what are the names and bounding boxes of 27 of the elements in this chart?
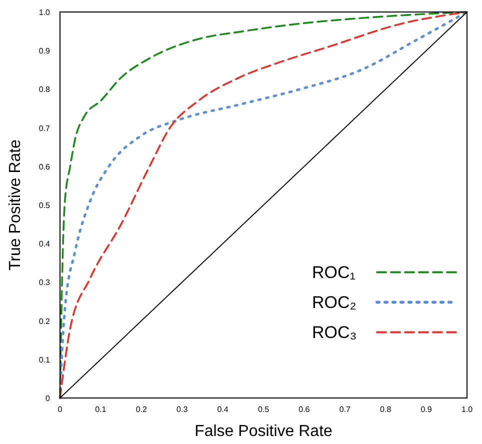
x-tick-label: 0.9 (420, 405, 432, 414)
y-tick-label: 0.3 (38, 278, 51, 288)
x-tick-label: 0.1 (95, 405, 107, 414)
y-tick-label: 0.6 (38, 162, 51, 172)
y-tick-label: 0.9 (38, 46, 51, 56)
y-tick-label: 0.1 (38, 355, 51, 364)
legend-label: ROC₂ (312, 293, 356, 312)
x-tick-label: 1.0 (461, 405, 474, 414)
y-tick-label: 0 (46, 394, 51, 403)
x-tick-label: 0.7 (339, 405, 352, 414)
legend-label: ROC₁ (312, 263, 356, 282)
x-tick-label: 0.6 (298, 405, 310, 414)
x-tick-label: 0.2 (136, 405, 148, 414)
y-tick-label: 0.7 (38, 124, 51, 133)
x-tick-label: 0.3 (176, 405, 188, 414)
y-tick-label: 0.4 (38, 240, 51, 249)
x-axis-title: False Positive Rate (194, 423, 333, 440)
legend-label: ROC₃ (312, 323, 357, 342)
y-tick-label: 0.2 (38, 316, 51, 326)
x-tick-label: 0.5 (258, 405, 270, 414)
x-tick-label: 0 (58, 405, 63, 414)
y-tick-label: 0.5 (38, 201, 51, 210)
y-tick-label: 1.0 (38, 8, 51, 17)
x-tick-label: 0.8 (380, 405, 392, 414)
x-tick-label: 0.4 (217, 405, 229, 414)
y-axis-title: True Positive Rate (7, 139, 24, 271)
y-tick-label: 0.8 (38, 85, 51, 94)
